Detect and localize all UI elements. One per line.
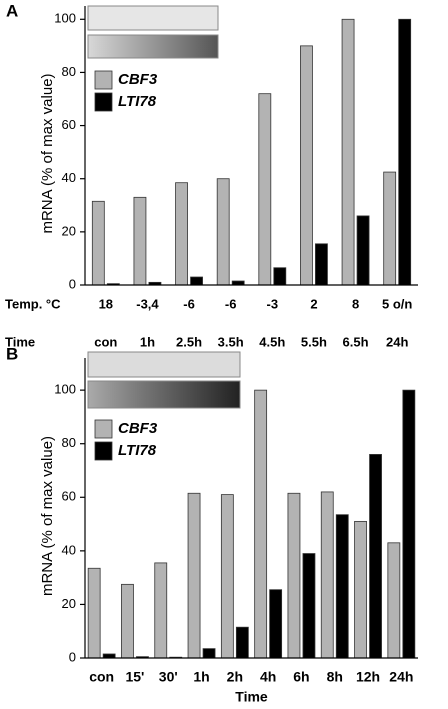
- bar: [87, 567, 101, 659]
- bar: [300, 45, 313, 286]
- bar: [121, 583, 134, 659]
- y-tick-label: 40: [62, 170, 76, 185]
- legend-label: LTI78: [118, 442, 157, 459]
- x-tick-label: 15': [125, 669, 144, 685]
- x-tick-label: con: [94, 334, 117, 349]
- temperature-label: 2: [310, 296, 317, 311]
- bar: [91, 200, 105, 286]
- x-tick-label: 6h: [293, 669, 309, 685]
- bar: [341, 18, 355, 286]
- bar: [354, 520, 367, 659]
- x-tick-label: 4h: [260, 669, 276, 685]
- bar: [133, 196, 147, 286]
- bar: [258, 93, 272, 286]
- x-tick-label: 1h: [140, 334, 155, 349]
- y-tick-label: 80: [62, 435, 76, 450]
- bar: [154, 562, 168, 659]
- panel-label: B: [6, 344, 18, 363]
- x-tick-label: 5.5h: [301, 334, 327, 349]
- row-label: Time: [5, 334, 35, 349]
- panel-label: A: [6, 1, 18, 20]
- x-tick-label: 24h: [389, 669, 413, 685]
- x-tick-label: con: [89, 669, 114, 685]
- row-label: Temp. °C: [5, 296, 61, 311]
- bar: [398, 18, 412, 286]
- temperature-label: 18: [99, 296, 113, 311]
- temperature-label: 5 o/n: [382, 296, 412, 311]
- y-tick-label: 0: [69, 276, 76, 291]
- y-tick-label: 80: [62, 64, 76, 79]
- x-tick-label: 12h: [356, 669, 380, 685]
- bar: [269, 589, 283, 659]
- x-tick-label: 4.5h: [259, 334, 285, 349]
- legend-label: CBF3: [118, 420, 158, 437]
- bar: [402, 389, 416, 659]
- y-tick-label: 60: [62, 117, 76, 132]
- bar: [356, 215, 370, 286]
- gel-images: [87, 5, 241, 409]
- x-axis-label: Time: [235, 689, 268, 705]
- y-axis-label: mRNA (% of max value): [39, 73, 56, 233]
- bar: [315, 243, 328, 286]
- bar: [187, 492, 201, 659]
- gel-image: [87, 351, 241, 378]
- y-tick-label: 100: [54, 11, 76, 26]
- legend-label: LTI78: [118, 93, 157, 110]
- temperature-label: 8: [352, 296, 359, 311]
- x-tick-label: 3.5h: [218, 334, 244, 349]
- bar: [383, 171, 397, 286]
- bar: [320, 491, 334, 659]
- y-axis-label: mRNA (% of max value): [39, 436, 56, 596]
- bar: [190, 276, 203, 286]
- bar: [254, 389, 268, 659]
- gel-image: [87, 34, 219, 59]
- y-tick-label: 40: [62, 542, 76, 557]
- x-tick-label: 6.5h: [343, 334, 369, 349]
- bar: [220, 494, 234, 659]
- bar: [235, 626, 249, 659]
- bar: [287, 492, 301, 659]
- temperature-label: -6: [183, 296, 195, 311]
- x-tick-label: 1h: [193, 669, 209, 685]
- legend-swatch: [94, 92, 113, 112]
- legend-label: CBF3: [118, 71, 158, 88]
- bar: [102, 653, 116, 659]
- x-tick-label: 2h: [227, 669, 243, 685]
- bar: [273, 267, 287, 286]
- y-tick-label: 0: [69, 649, 76, 664]
- bar: [302, 553, 316, 659]
- legend-swatch: [94, 419, 113, 439]
- x-tick-label: 2.5h: [176, 334, 202, 349]
- y-tick-label: 20: [62, 596, 76, 611]
- bar: [202, 648, 216, 659]
- x-tick-label: 24h: [386, 334, 408, 349]
- legend-swatch: [94, 441, 113, 461]
- y-tick-label: 20: [62, 223, 76, 238]
- temperature-label: -3: [267, 296, 279, 311]
- temperature-label: -3,4: [136, 296, 159, 311]
- bar: [387, 542, 401, 659]
- bar: [335, 514, 349, 659]
- y-tick-label: 60: [62, 489, 76, 504]
- bar: [175, 182, 188, 286]
- gel-image: [87, 380, 241, 409]
- gel-image: [87, 5, 219, 31]
- x-tick-label: 8h: [327, 669, 343, 685]
- bar: [369, 454, 382, 659]
- legend-swatch: [94, 70, 113, 90]
- bar: [216, 178, 230, 286]
- x-tick-label: 30': [159, 669, 178, 685]
- y-tick-label: 100: [54, 382, 76, 397]
- temperature-label: -6: [225, 296, 237, 311]
